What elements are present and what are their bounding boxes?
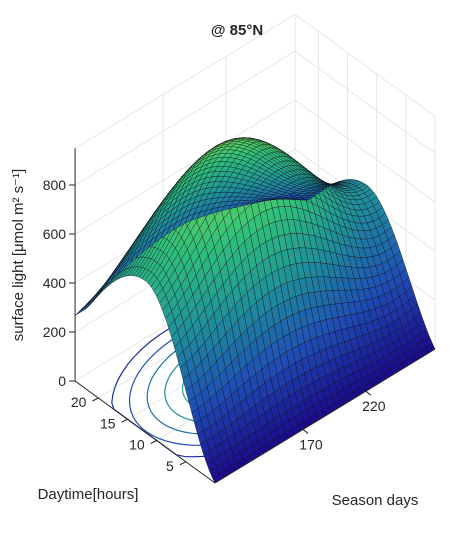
y-tick-label: 10 — [129, 437, 145, 453]
surface-face — [74, 306, 85, 316]
y-tick-mark — [179, 461, 187, 466]
x-tick-mark — [302, 429, 309, 434]
y-tick-label: 15 — [100, 415, 116, 431]
y-tick-mark — [150, 440, 157, 444]
z-grid-line — [74, 50, 296, 186]
y-tick-mark — [92, 397, 99, 402]
surface-layer — [74, 137, 436, 484]
x-axis-line — [214, 348, 436, 484]
z-tick-label: 600 — [43, 226, 67, 242]
x-tick-mark — [365, 390, 372, 396]
z-tick-label: 0 — [58, 373, 66, 389]
z-grid-line — [74, 14, 296, 149]
y-tick-mark — [121, 418, 128, 423]
y-axis-label: Daytime[hours] — [38, 486, 139, 503]
z-tick-label: 800 — [43, 177, 67, 193]
x-tick-label: 170 — [299, 436, 323, 452]
z-grid-line — [294, 50, 436, 154]
x-tick-label: 220 — [362, 398, 386, 414]
z-grid-line — [74, 99, 296, 235]
x-axis-label: Season days — [332, 492, 419, 509]
chart-title: @ 85°N — [211, 22, 263, 39]
z-grid-line — [294, 14, 436, 117]
z-axis-label: surface light [μmol m² s⁻¹] — [10, 169, 27, 341]
y-tick-label: 20 — [71, 394, 87, 410]
y-tick-label: 5 — [166, 458, 174, 474]
z-tick-label: 200 — [43, 324, 67, 340]
z-tick-label: 400 — [43, 275, 67, 291]
